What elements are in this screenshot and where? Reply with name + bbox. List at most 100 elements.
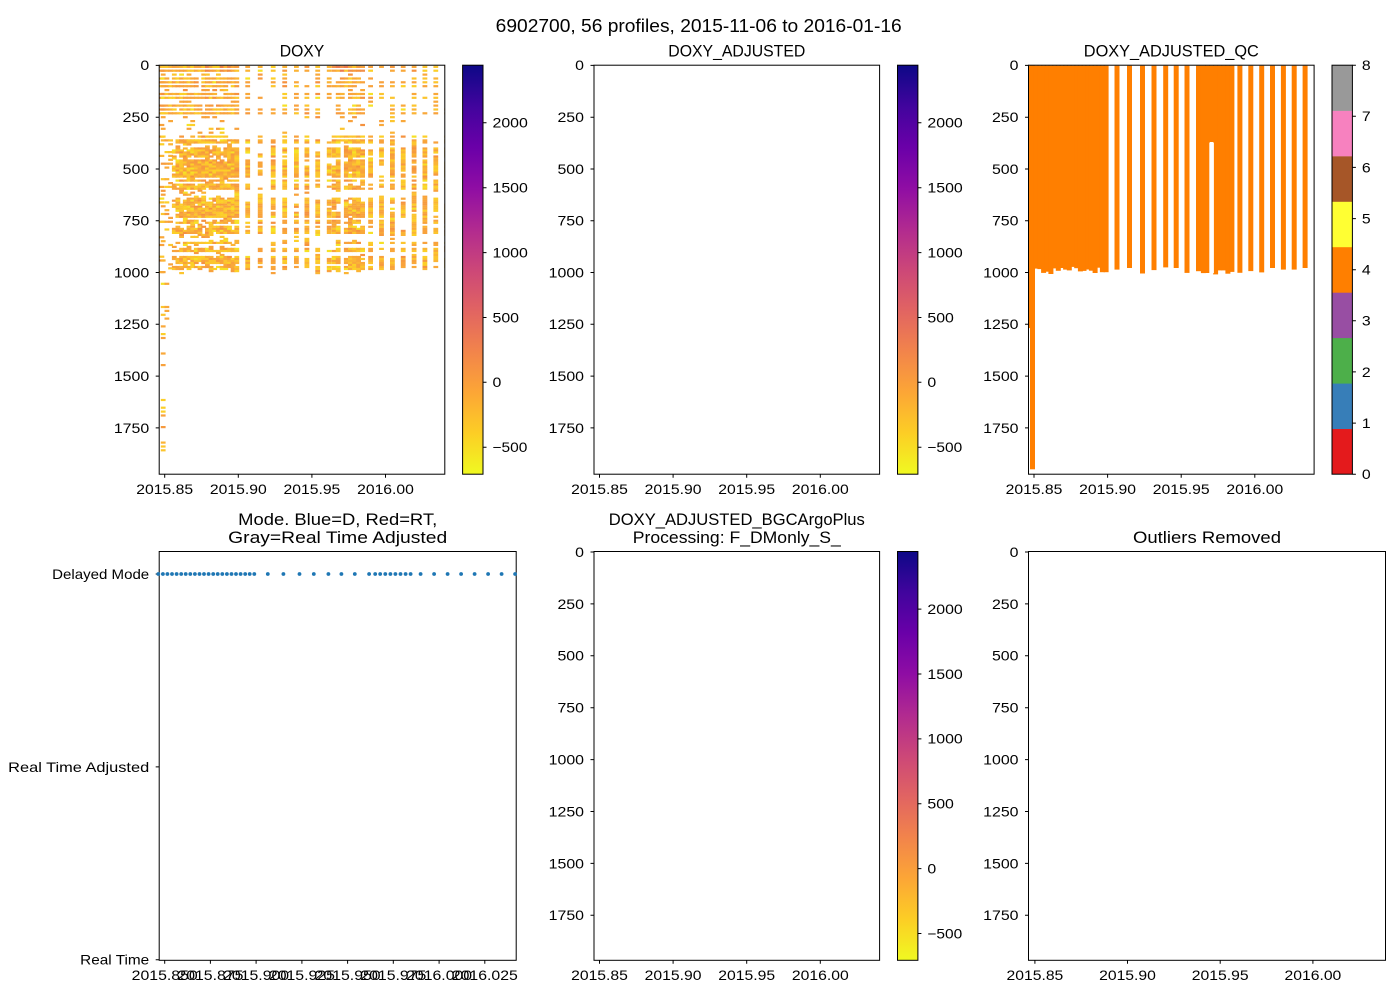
svg-text:1000: 1000	[983, 752, 1019, 768]
svg-text:1500: 1500	[927, 666, 963, 682]
svg-text:2015.85: 2015.85	[571, 481, 628, 497]
svg-text:1: 1	[1362, 415, 1371, 431]
svg-text:0: 0	[575, 57, 584, 73]
svg-text:Delayed Mode: Delayed Mode	[52, 566, 149, 582]
svg-text:−500: −500	[927, 439, 962, 455]
svg-text:1000: 1000	[927, 731, 963, 747]
svg-text:1250: 1250	[983, 316, 1019, 332]
svg-text:1250: 1250	[549, 316, 585, 332]
svg-text:500: 500	[557, 648, 584, 664]
svg-text:Processing: F_DMonly_S_: Processing: F_DMonly_S_	[633, 528, 842, 547]
svg-text:2016.00: 2016.00	[357, 481, 414, 497]
svg-text:750: 750	[992, 700, 1019, 716]
svg-text:DOXY_ADJUSTED: DOXY_ADJUSTED	[668, 42, 805, 61]
svg-text:−500: −500	[493, 439, 528, 455]
svg-text:750: 750	[557, 700, 584, 716]
svg-text:Mode. Blue=D, Red=RT,: Mode. Blue=D, Red=RT,	[238, 510, 437, 529]
svg-text:250: 250	[123, 109, 150, 125]
svg-text:1250: 1250	[983, 803, 1019, 819]
svg-text:2015.95: 2015.95	[718, 481, 775, 497]
svg-text:500: 500	[927, 796, 954, 812]
svg-text:0: 0	[927, 861, 936, 877]
svg-text:2016.00: 2016.00	[792, 481, 849, 497]
svg-text:2015.85: 2015.85	[1007, 967, 1064, 983]
svg-text:2015.85: 2015.85	[1006, 481, 1063, 497]
svg-text:5: 5	[1362, 210, 1371, 226]
svg-text:2015.90: 2015.90	[1099, 967, 1156, 983]
svg-text:Gray=Real Time Adjusted: Gray=Real Time Adjusted	[228, 528, 447, 547]
svg-text:0: 0	[1010, 544, 1019, 560]
svg-text:6902700, 56 profiles, 2015-11-: 6902700, 56 profiles, 2015-11-06 to 2016…	[496, 15, 902, 36]
svg-text:2015.90: 2015.90	[210, 481, 267, 497]
svg-text:4: 4	[1362, 262, 1371, 278]
svg-text:750: 750	[992, 213, 1019, 229]
svg-text:1000: 1000	[927, 244, 963, 260]
svg-text:2015.90: 2015.90	[645, 967, 702, 983]
svg-text:250: 250	[557, 596, 584, 612]
svg-text:2015.95: 2015.95	[1153, 481, 1210, 497]
svg-text:500: 500	[557, 161, 584, 177]
svg-text:250: 250	[557, 109, 584, 125]
svg-text:0: 0	[927, 374, 936, 390]
svg-text:250: 250	[992, 596, 1019, 612]
svg-text:1750: 1750	[983, 907, 1019, 923]
svg-text:1000: 1000	[549, 752, 585, 768]
svg-text:2000: 2000	[927, 115, 963, 131]
svg-text:1500: 1500	[114, 368, 150, 384]
svg-text:500: 500	[992, 161, 1019, 177]
svg-text:1250: 1250	[114, 316, 150, 332]
svg-text:750: 750	[123, 213, 150, 229]
svg-text:0: 0	[1010, 57, 1019, 73]
svg-text:DOXY_ADJUSTED_BGCArgoPlus: DOXY_ADJUSTED_BGCArgoPlus	[609, 510, 865, 529]
svg-text:1750: 1750	[549, 420, 585, 436]
svg-text:1500: 1500	[493, 180, 529, 196]
svg-text:2: 2	[1362, 364, 1371, 380]
svg-text:DOXY: DOXY	[280, 42, 325, 61]
svg-text:7: 7	[1362, 108, 1371, 124]
svg-text:0: 0	[140, 57, 149, 73]
svg-text:3: 3	[1362, 313, 1371, 329]
svg-text:DOXY_ADJUSTED_QC: DOXY_ADJUSTED_QC	[1084, 42, 1259, 61]
svg-text:Real Time Adjusted: Real Time Adjusted	[8, 759, 149, 775]
svg-text:1000: 1000	[114, 264, 150, 280]
svg-text:2015.85: 2015.85	[136, 481, 193, 497]
svg-text:1750: 1750	[114, 420, 150, 436]
svg-text:2016.00: 2016.00	[792, 967, 849, 983]
svg-text:2015.95: 2015.95	[1192, 967, 1249, 983]
svg-text:Outliers Removed: Outliers Removed	[1133, 528, 1281, 547]
svg-text:Real Time: Real Time	[80, 952, 149, 968]
svg-text:6: 6	[1362, 159, 1371, 175]
svg-text:1500: 1500	[983, 855, 1019, 871]
svg-text:2015.90: 2015.90	[645, 481, 702, 497]
svg-text:1500: 1500	[549, 368, 585, 384]
svg-text:500: 500	[123, 161, 150, 177]
svg-text:2015.85: 2015.85	[571, 967, 628, 983]
svg-text:500: 500	[992, 648, 1019, 664]
svg-text:1500: 1500	[983, 368, 1019, 384]
svg-text:2015.90: 2015.90	[1079, 481, 1136, 497]
svg-text:1000: 1000	[549, 264, 585, 280]
svg-text:2016.025: 2016.025	[452, 967, 518, 983]
svg-text:1250: 1250	[549, 803, 585, 819]
svg-text:2016.00: 2016.00	[1285, 967, 1342, 983]
svg-text:500: 500	[493, 309, 520, 325]
svg-text:1500: 1500	[927, 180, 963, 196]
svg-text:500: 500	[927, 309, 954, 325]
svg-text:−500: −500	[927, 925, 962, 941]
svg-text:750: 750	[557, 213, 584, 229]
svg-text:2016.00: 2016.00	[1226, 481, 1283, 497]
svg-text:0: 0	[493, 374, 502, 390]
svg-text:1500: 1500	[549, 855, 585, 871]
svg-text:1000: 1000	[983, 264, 1019, 280]
svg-text:0: 0	[575, 544, 584, 560]
svg-text:2015.95: 2015.95	[718, 967, 775, 983]
svg-text:2000: 2000	[927, 601, 963, 617]
svg-text:1750: 1750	[549, 907, 585, 923]
svg-text:8: 8	[1362, 57, 1371, 73]
svg-text:1750: 1750	[983, 420, 1019, 436]
svg-text:2000: 2000	[493, 115, 529, 131]
svg-text:1000: 1000	[493, 244, 529, 260]
svg-text:2015.95: 2015.95	[284, 481, 341, 497]
svg-text:250: 250	[992, 109, 1019, 125]
svg-text:0: 0	[1362, 466, 1371, 482]
